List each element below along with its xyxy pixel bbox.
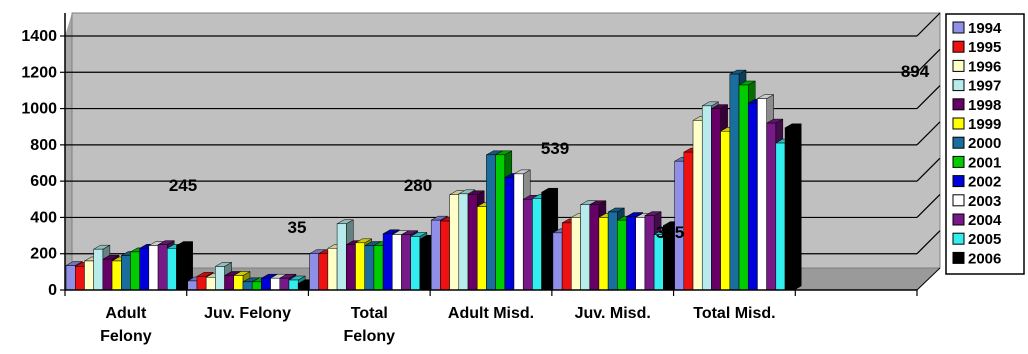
legend-label: 2003 — [968, 193, 1001, 210]
legend-label: 1995 — [968, 39, 1001, 56]
gridline-depth — [916, 48, 941, 73]
legend-label: 2004 — [968, 212, 1002, 229]
legend-entry-2002: 2002 — [952, 174, 1001, 191]
legend-swatch — [952, 21, 965, 34]
bar-2006-5 — [784, 123, 803, 291]
legend-label: 1998 — [968, 97, 1001, 114]
legend-label: 2000 — [968, 135, 1001, 152]
y-tick-label: 1200 — [21, 64, 57, 81]
legend-swatch — [952, 232, 965, 245]
x-axis-depth — [916, 267, 941, 291]
legend-label: 2001 — [968, 154, 1001, 171]
legend-entry-2004: 2004 — [952, 212, 1002, 229]
legend-swatch — [952, 79, 965, 92]
annotation-label: 539 — [541, 139, 569, 158]
x-category-label: Felony — [344, 328, 396, 345]
legend-entry-1996: 1996 — [952, 58, 1001, 75]
legend-swatch — [952, 136, 965, 149]
x-category-label: Juv. Felony — [204, 305, 291, 322]
gridline-depth — [916, 121, 941, 146]
legend-label: 1997 — [968, 78, 1001, 95]
legend-label: 2005 — [968, 231, 1001, 248]
y-tick-label: 1000 — [21, 101, 57, 118]
annotation-label: 35 — [288, 218, 307, 237]
plot-side-wall — [65, 13, 72, 290]
annotation-label: 894 — [901, 62, 930, 81]
annotation-label: 245 — [169, 176, 197, 195]
y-ticks: 0 200 400 600 800 1000 1200 1400 — [21, 28, 918, 299]
y-tick-label: 200 — [30, 246, 57, 263]
x-category-label: Total — [351, 305, 388, 322]
annotation-label: 280 — [404, 176, 432, 195]
legend-entry-1994: 1994 — [952, 20, 1002, 37]
bar-2006-0 — [175, 241, 194, 291]
legend-swatch — [952, 59, 965, 72]
gridline-depth — [916, 157, 941, 182]
x-category-label: Juv. Misd. — [575, 305, 651, 322]
legend-label: 2002 — [968, 174, 1001, 191]
legend-swatch — [952, 40, 965, 53]
y-tick-label: 600 — [30, 173, 57, 190]
gridline-depth — [916, 194, 941, 218]
y-tick-label: 800 — [30, 137, 57, 154]
annotations: 245 35 280 539 355 894 — [169, 62, 930, 242]
legend-entry-1997: 1997 — [952, 78, 1001, 95]
bars — [65, 69, 803, 291]
gridline-depth — [916, 230, 941, 255]
annotation-label: 355 — [656, 223, 684, 242]
legend-entry-2003: 2003 — [952, 193, 1001, 210]
legend-swatch — [952, 117, 965, 130]
gridline-depth — [916, 12, 941, 37]
y-tick-label: 1400 — [21, 28, 57, 45]
legend-swatch — [952, 213, 965, 226]
y-tick-label: 0 — [48, 282, 57, 299]
legend-swatch — [952, 194, 965, 207]
legend-swatch — [952, 98, 965, 111]
legend-entry-2000: 2000 — [952, 135, 1001, 152]
legend-label: 1994 — [968, 20, 1002, 37]
legend-entry-1998: 1998 — [952, 97, 1001, 114]
legend-label: 2006 — [968, 250, 1001, 267]
x-category-label: Felony — [100, 328, 152, 345]
legend-entry-1999: 1999 — [952, 116, 1001, 133]
legend-entry-2001: 2001 — [952, 154, 1001, 171]
x-categories: Adult Felony Juv. Felony Total Felony Adult M… — [100, 305, 776, 345]
legend-swatch — [952, 155, 965, 168]
x-category-label: Total Misd. — [693, 305, 775, 322]
gridline-depth — [916, 85, 941, 109]
legend-label: 1996 — [968, 58, 1001, 75]
x-category-label: Adult — [105, 305, 147, 322]
legend-swatch — [952, 251, 965, 264]
legend-entry-1995: 1995 — [952, 39, 1001, 56]
legend-swatch — [952, 175, 965, 188]
legend-label: 1999 — [968, 116, 1001, 133]
legend-entry-2005: 2005 — [952, 231, 1001, 248]
y-tick-label: 400 — [30, 209, 57, 226]
legend-entry-2006: 2006 — [952, 250, 1001, 267]
legend: 1994 1995 1996 1997 1998 1999 2000 2001 2002 2003… — [952, 20, 1002, 267]
x-category-label: Adult Misd. — [448, 305, 534, 322]
